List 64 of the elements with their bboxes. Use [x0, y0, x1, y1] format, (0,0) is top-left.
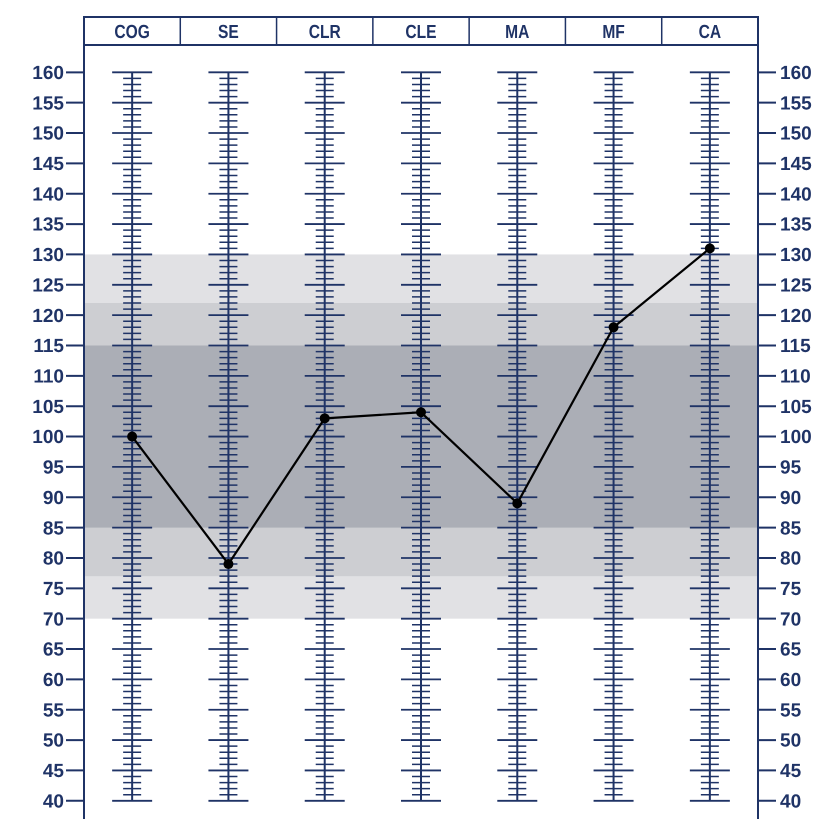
y-tick-label: 100: [32, 427, 64, 448]
y-tick-label: 145: [32, 154, 64, 176]
y2-tick-label: 160: [780, 62, 812, 84]
y2-tick-label: 110: [780, 366, 811, 388]
y-tick-label: 150: [32, 124, 64, 145]
point: [416, 407, 426, 418]
y-tick-label: 105: [32, 396, 64, 418]
y2-tick-label: 100: [780, 427, 812, 448]
y2-tick-label: 75: [780, 578, 802, 600]
y2-tick-label: 85: [780, 518, 802, 540]
y2-tick-label: 65: [780, 640, 802, 661]
y-tick-label: 160: [32, 62, 64, 84]
y-tick-label: 75: [42, 578, 64, 600]
y-tick-label: 40: [42, 791, 64, 812]
y-tick-label: 135: [32, 214, 64, 236]
y-tick-label: 85: [42, 518, 64, 540]
y2-tick-label: 50: [780, 730, 802, 752]
y-tick-label: 60: [42, 670, 64, 692]
y-tick-label: 70: [42, 609, 64, 630]
point: [223, 559, 234, 570]
y2-tick-label: 155: [780, 93, 812, 114]
y-tick-label: 45: [42, 761, 64, 782]
y2-tick-label: 60: [780, 670, 802, 692]
y2-tick-label: 120: [780, 306, 812, 327]
y2-tick-label: 45: [780, 761, 802, 782]
y2-tick-label: 90: [780, 488, 802, 509]
y2-tick-label: 130: [780, 245, 812, 266]
x-tick-label: CLR: [308, 20, 342, 42]
y2-tick-label: 105: [780, 396, 812, 418]
x-tick-label: COG: [114, 20, 150, 42]
y2-tick-label: 150: [780, 124, 812, 145]
y2-tick-label: 70: [780, 609, 802, 630]
y-tick-label: 55: [42, 700, 64, 722]
y2-tick-label: 95: [780, 458, 802, 479]
y-tick-label: 50: [42, 730, 64, 752]
y-tick-label: 130: [32, 245, 64, 266]
y2-tick-label: 115: [780, 336, 812, 358]
y-tick-label: 90: [42, 488, 64, 509]
point: [608, 322, 619, 332]
x-tick-label: CLE: [405, 20, 437, 42]
y-tick-label: 125: [32, 275, 64, 296]
x-tick-label: MF: [602, 20, 625, 42]
y2-tick-label: 80: [780, 548, 802, 570]
y-tick-label: 95: [42, 458, 64, 479]
y2-tick-label: 125: [780, 275, 812, 296]
y-tick-label: 110: [33, 366, 64, 388]
point: [512, 498, 522, 508]
y2-tick-label: 135: [780, 214, 812, 236]
y-tick-label: 120: [32, 306, 64, 327]
y-tick-label: 80: [42, 548, 64, 570]
y2-tick-label: 40: [780, 791, 802, 812]
point: [127, 432, 138, 442]
point: [320, 413, 330, 424]
y-tick-label: 65: [42, 640, 64, 661]
x-tick-label: MA: [505, 20, 530, 42]
x-tick-label: SE: [218, 20, 239, 42]
x-tick-label: CA: [698, 20, 722, 42]
y2-tick-label: 140: [780, 184, 812, 206]
y2-tick-label: 55: [780, 700, 802, 722]
y-tick-label: 115: [33, 336, 64, 358]
y2-tick-label: 145: [780, 154, 812, 176]
y-tick-label: 140: [32, 184, 64, 206]
y-tick-label: 155: [32, 93, 64, 114]
point: [704, 243, 715, 254]
